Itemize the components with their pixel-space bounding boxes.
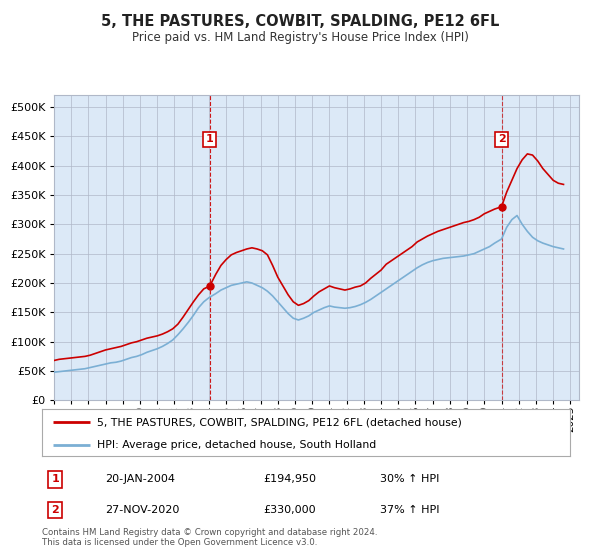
Text: 1: 1 [206,134,214,144]
Text: 30% ↑ HPI: 30% ↑ HPI [380,474,439,484]
Text: Price paid vs. HM Land Registry's House Price Index (HPI): Price paid vs. HM Land Registry's House … [131,31,469,44]
Text: 5, THE PASTURES, COWBIT, SPALDING, PE12 6FL (detached house): 5, THE PASTURES, COWBIT, SPALDING, PE12 … [97,417,463,427]
Text: 1: 1 [52,474,59,484]
Text: 2: 2 [497,134,505,144]
Text: 20-JAN-2004: 20-JAN-2004 [106,474,175,484]
Text: £194,950: £194,950 [264,474,317,484]
Text: HPI: Average price, detached house, South Holland: HPI: Average price, detached house, Sout… [97,440,377,450]
Text: 27-NOV-2020: 27-NOV-2020 [106,505,180,515]
Text: £330,000: £330,000 [264,505,316,515]
Text: 2: 2 [52,505,59,515]
Text: 37% ↑ HPI: 37% ↑ HPI [380,505,439,515]
Text: Contains HM Land Registry data © Crown copyright and database right 2024.
This d: Contains HM Land Registry data © Crown c… [42,528,377,547]
Text: 5, THE PASTURES, COWBIT, SPALDING, PE12 6FL: 5, THE PASTURES, COWBIT, SPALDING, PE12 … [101,14,499,29]
